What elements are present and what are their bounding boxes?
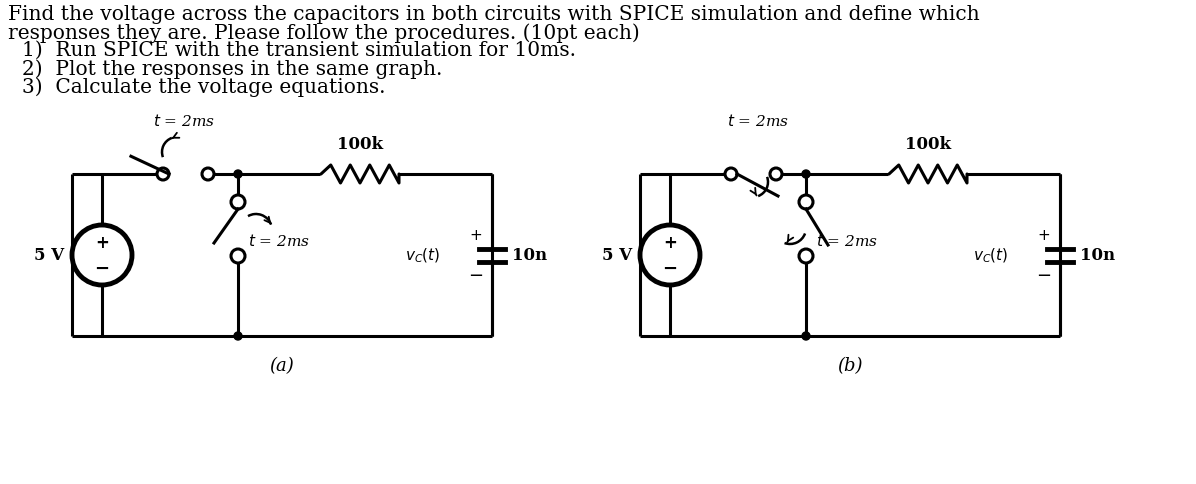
Text: +: + [663,234,677,252]
Text: (a): (a) [269,356,294,374]
Text: 1)  Run SPICE with the transient simulation for 10ms.: 1) Run SPICE with the transient simulati… [22,41,576,60]
Circle shape [234,171,242,179]
Text: $v_C(t)$: $v_C(t)$ [404,246,440,265]
Text: −: − [663,259,678,277]
Text: +: + [470,228,482,243]
Text: Find the voltage across the capacitors in both circuits with SPICE simulation an: Find the voltage across the capacitors i… [8,5,980,24]
Text: 10n: 10n [1080,247,1115,264]
Text: responses they are. Please follow the procedures. (10pt each): responses they are. Please follow the pr… [8,23,640,43]
Text: 2)  Plot the responses in the same graph.: 2) Plot the responses in the same graph. [22,59,443,78]
Text: $t$ = 2ms: $t$ = 2ms [248,232,310,248]
Text: 100k: 100k [905,136,951,152]
Text: −: − [469,267,483,285]
Text: (b): (b) [837,356,862,374]
Text: 100k: 100k [337,136,383,152]
Circle shape [803,171,810,179]
Text: $v_C(t)$: $v_C(t)$ [972,246,1008,265]
Text: $t$ = 2ms: $t$ = 2ms [726,113,788,129]
Text: +: + [1038,228,1050,243]
Text: −: − [94,259,110,277]
Text: $t$ = 2ms: $t$ = 2ms [816,232,878,248]
Text: +: + [94,234,109,252]
Text: 10n: 10n [512,247,547,264]
Circle shape [803,333,810,340]
Text: −: − [1037,267,1051,285]
Text: 3)  Calculate the voltage equations.: 3) Calculate the voltage equations. [22,77,385,96]
Text: 5 V: 5 V [33,247,65,264]
Circle shape [234,333,242,340]
Text: $t$ = 2ms: $t$ = 2ms [153,113,214,129]
Text: 5 V: 5 V [602,247,631,264]
